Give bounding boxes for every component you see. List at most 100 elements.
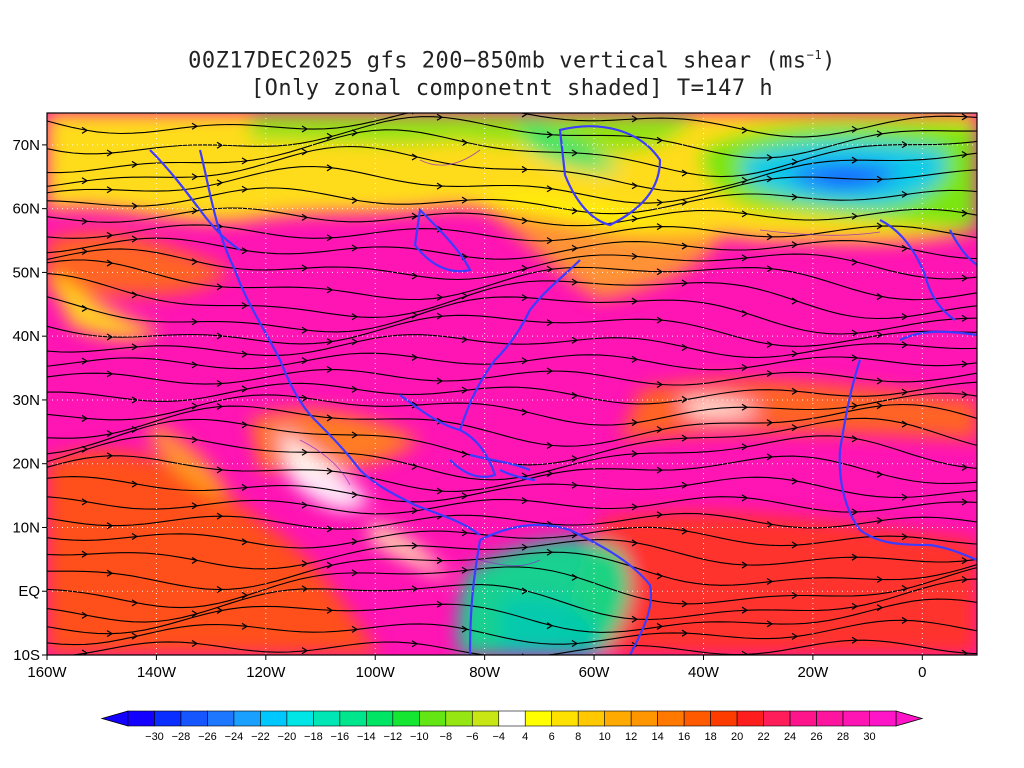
streamline-arrow [106,231,114,239]
streamline-arrow [631,182,639,190]
colorbar-swatch [736,710,764,727]
streamline-arrow [106,630,114,638]
streamline-arrow [631,615,639,623]
streamline-arrow [191,122,199,130]
colorbar-swatch [816,710,844,727]
streamline-arrow [191,361,199,369]
streamline-arrow [131,343,139,351]
streamline-arrow [241,247,249,255]
streamline-arrow [961,391,969,399]
streamline-arrow [741,650,749,655]
longitude-axis: 160W 140W 120W 100W 80W 60W 40W 20W 0 [27,655,926,681]
streamline-arrow [741,126,749,134]
streamline-arrow [191,402,199,410]
streamline-arrow [106,370,114,378]
streamline-arrow [631,215,639,223]
colorbar-swatch [577,710,605,727]
streamline-arrow [191,610,199,618]
streamline-arrow [216,380,224,388]
streamline [47,369,977,386]
streamline [47,314,977,347]
lon-tick-label: 0 [918,664,926,681]
streamline-arrow [901,341,909,349]
lon-tick-label: 40W [688,664,720,681]
streamline-arrow [301,326,309,334]
streamline-arrow [241,157,249,165]
streamline-arrow [876,402,884,410]
streamline-arrow [436,182,444,190]
colorbar-label: −18 [304,731,323,743]
streamline-arrow [546,548,554,556]
streamline-arrow [301,394,309,402]
streamline-arrow [791,591,799,600]
streamline [68,639,977,655]
streamline-arrow [546,131,554,139]
colorbar-max-arrow [895,710,924,727]
streamline-arrow [411,311,419,319]
streamline [47,496,977,515]
colorbar-min-arrow [100,710,129,727]
streamline-arrow [326,286,334,294]
streamline-arrow [411,507,419,515]
colorbar-label: −10 [410,731,429,743]
colorbar-swatch [154,710,182,727]
streamline-arrow [461,625,469,633]
streamline-arrow [571,278,579,286]
streamline-arrow [436,557,444,565]
lon-tick-label: 60W [579,664,611,681]
streamline-arrow [326,132,334,140]
streamline-arrow [351,385,359,393]
streamline-arrow [191,502,199,510]
colorbar-swatch [445,710,473,727]
streamline-arrow [876,293,884,301]
lat-tick-label: 60N [12,201,40,218]
streamline-arrow [301,647,309,655]
streamline-arrow [741,606,749,614]
streamline-arrow [411,542,419,550]
streamline [47,187,977,215]
streamline [47,551,977,591]
streamline-arrow [81,498,89,506]
streamline-arrow [241,622,249,630]
streamline-arrow [851,508,859,516]
streamline-arrow [656,425,664,433]
streamline [47,455,977,492]
streamline-arrow [351,569,359,577]
streamline-arrow [631,503,639,511]
streamline-arrow [741,494,749,502]
latitude-axis: 70N 60N 50N 40N 30N 20N 10N EQ 10S [12,137,47,664]
streamline-arrow [631,450,639,458]
streamline-arrow [351,338,359,346]
streamline-arrow [216,179,224,187]
streamline-arrow [216,466,224,474]
streamline-arrow [901,616,909,624]
streamline-arrow [766,265,774,273]
streamline-arrow [521,165,529,173]
streamline-arrow [351,538,359,546]
streamline-arrow [961,576,969,584]
streamline-arrow [461,196,469,204]
streamline-arrow [901,493,909,501]
streamline-arrow [571,455,579,463]
colorbar-label: 6 [549,731,555,743]
streamline-arrow [681,343,689,352]
streamline-arrow [656,622,664,630]
map-title-line2: [Only zonal componetnt shaded] T=147 h [250,76,774,101]
streamline-arrow [681,169,689,177]
streamline-arrow [436,417,444,425]
streamline-arrow [876,175,884,183]
streamline-arrow [326,606,334,614]
streamline-arrow [876,377,884,385]
colorbar-swatch [842,710,870,727]
streamline-arrow [766,154,774,162]
streamline-arrow [411,272,419,280]
streamline-arrow [741,176,749,184]
streamline-arrow [81,217,89,225]
streamline-arrow [241,385,249,393]
streamline [47,207,977,227]
colorbar-swatch [498,710,526,727]
streamline-arrow [766,369,774,378]
streamline-arrow [351,129,359,137]
streamline-arrow [681,629,689,637]
streamline-arrow [546,237,554,245]
